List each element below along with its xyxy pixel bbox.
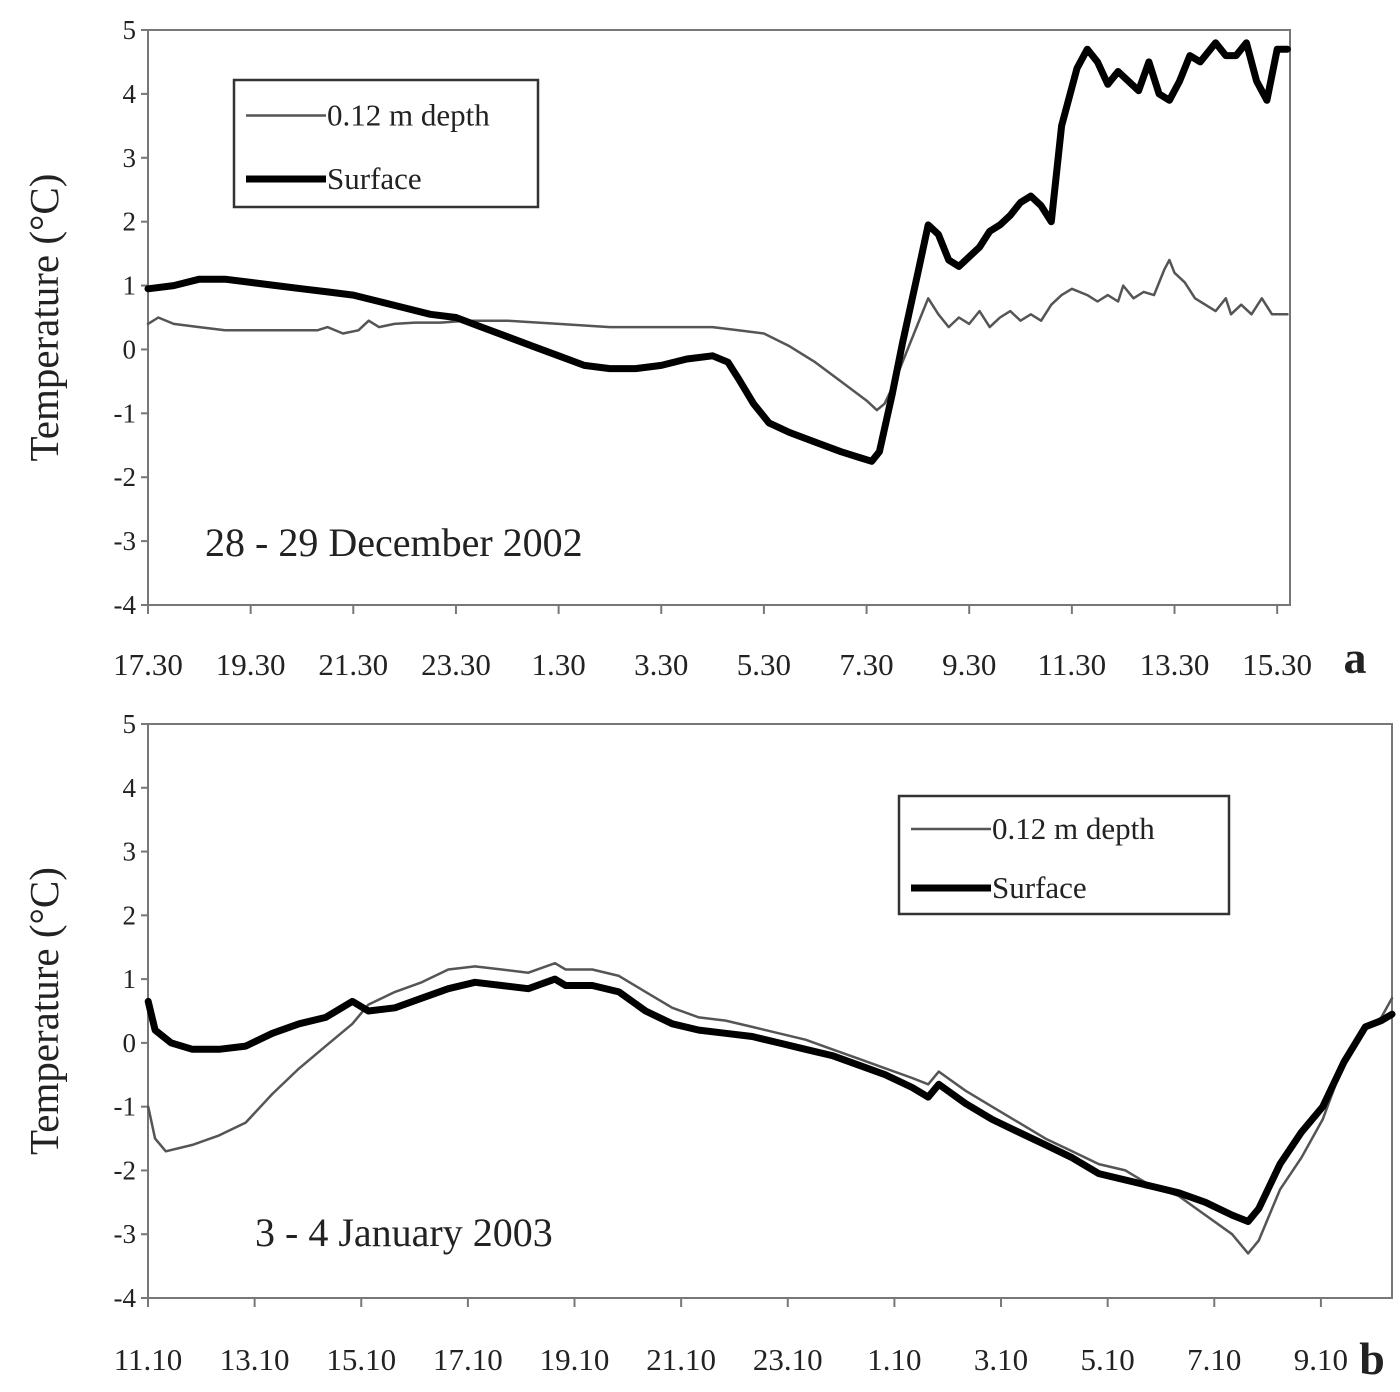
series-line-0-12-m-depth [146,258,1289,412]
x-tick-label: 19.30 [216,647,286,682]
y-tick-label: 1 [123,964,137,994]
y-tick-label: 4 [123,773,137,803]
series-line-0-12-m-depth [146,961,1394,1255]
x-tick-label: 7.30 [839,647,893,682]
x-tick-label: 15.10 [326,1342,396,1377]
legend-label: Surface [992,870,1087,905]
date-annotation: 3 - 4 January 2003 [255,1210,553,1255]
y-tick-label: -2 [114,462,137,492]
x-tick-label: 3.10 [974,1342,1028,1377]
y-tick-label: 0 [123,334,137,364]
y-axis-label: Temperature (°C) [21,174,67,462]
legend: 0.12 m depth Surface [897,794,1231,916]
y-tick-label: 0 [123,1028,137,1058]
y-tick-label: 2 [123,207,137,237]
x-tick-label: 15.30 [1242,647,1312,682]
date-annotation: 28 - 29 December 2002 [205,520,583,565]
y-axis-label: Temperature (°C) [21,867,67,1155]
plot-frame [147,29,1291,606]
x-tick-label: 7.10 [1187,1342,1241,1377]
x-tick-label: 1.10 [867,1342,921,1377]
x-tick-label: 3.30 [634,647,688,682]
series-line-surface [144,975,1396,1225]
x-tick-label: 13.30 [1140,647,1210,682]
y-tick-label: -4 [114,590,137,620]
y-tick-label: -3 [114,1219,137,1249]
legend-label: Surface [327,161,422,196]
y-tick-label: 3 [123,143,137,173]
y-tick-label: 4 [123,79,137,109]
x-tick-label: 23.30 [421,647,491,682]
y-tick-label: -3 [114,526,137,556]
x-tick-label: 5.30 [737,647,791,682]
x-tick-label: 1.30 [531,647,585,682]
legend-box [232,78,540,209]
y-tick-label: -1 [114,398,137,428]
chart-panel-a: 5 4 3 2 1 0 -1 -2 -3 -4 17.30 19.30 21.30 23.30 1.30 3.… [21,15,1367,683]
x-tick-label: 23.10 [753,1342,823,1377]
x-tick-label: 11.10 [114,1342,183,1377]
series-line-surface [144,39,1291,465]
x-tick-label: 11.30 [1038,647,1107,682]
x-tick-label: 9.30 [942,647,996,682]
y-tick-label: -4 [114,1283,137,1313]
y-tick-label: 1 [123,271,137,301]
chart-panel-b: 5 4 3 2 1 0 -1 -2 -3 -4 11.10 13.10 15.10 17.10 19.10 2… [21,709,1396,1384]
x-tick-label: 17.30 [113,647,183,682]
legend-box [897,794,1231,916]
panel-label: b [1359,1333,1385,1384]
x-tick-label: 21.10 [646,1342,716,1377]
legend-label: 0.12 m depth [327,98,490,133]
y-tick-label: -1 [114,1092,137,1122]
x-tick-label: 19.10 [540,1342,610,1377]
x-tick-label: 21.30 [318,647,388,682]
legend-label: 0.12 m depth [992,811,1155,846]
y-tick-label: -2 [114,1155,137,1185]
y-tick-label: 3 [123,837,137,867]
y-tick-label: 5 [123,709,137,739]
legend: 0.12 m depth Surface [232,78,540,209]
x-tick-label: 17.10 [433,1342,503,1377]
x-tick-label: 13.10 [220,1342,290,1377]
x-tick-label: 5.10 [1081,1342,1135,1377]
y-tick-label: 2 [123,900,137,930]
panel-label: a [1344,632,1367,683]
y-tick-label: 5 [123,15,137,45]
x-tick-label: 9.10 [1294,1342,1348,1377]
